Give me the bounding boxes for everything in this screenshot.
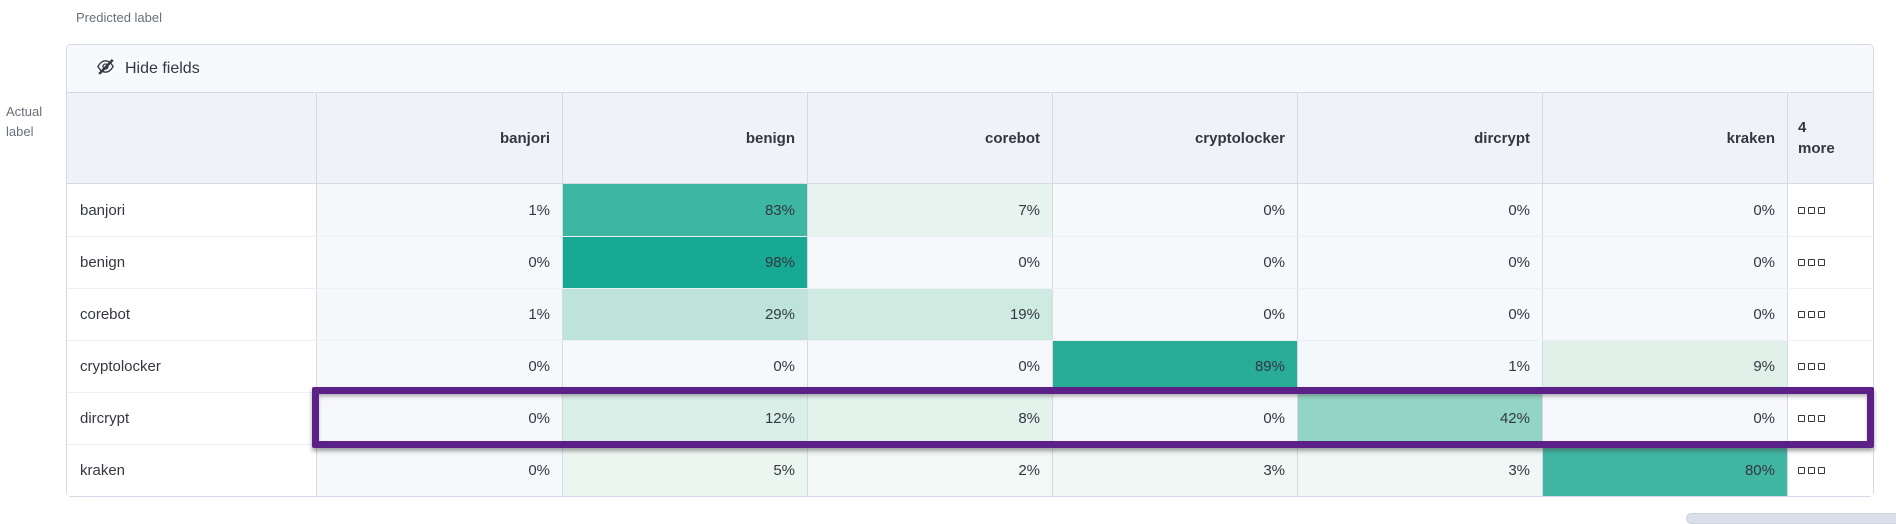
header-row: banjori benign corebot cryptolocker dircrypt…	[67, 93, 1873, 184]
cell-dircrypt-benign[interactable]: 12%	[563, 393, 808, 444]
cell-benign-benign[interactable]: 98%	[563, 237, 808, 288]
cell-cryptolocker-banjori[interactable]: 0%	[317, 341, 563, 392]
cell-dircrypt-banjori[interactable]: 0%	[317, 393, 563, 444]
confusion-matrix-panel: Hide fields banjori benign corebot cryptolo…	[66, 44, 1874, 497]
cell-kraken-dircrypt[interactable]: 3%	[1298, 445, 1543, 496]
boxes-horizontal-icon[interactable]	[1798, 415, 1825, 422]
row-label-banjori: banjori	[67, 184, 317, 236]
row-actions-benign[interactable]	[1788, 237, 1873, 288]
column-header-benign[interactable]: benign	[563, 93, 808, 183]
row-actions-dircrypt[interactable]	[1788, 393, 1873, 444]
horizontal-scrollbar[interactable]	[1686, 513, 1896, 524]
cell-kraken-banjori[interactable]: 0%	[317, 445, 563, 496]
row-label-corebot: corebot	[67, 289, 317, 340]
boxes-horizontal-icon[interactable]	[1798, 206, 1825, 214]
cell-banjori-dircrypt[interactable]: 0%	[1298, 184, 1543, 236]
corner-header-cell	[67, 93, 317, 183]
cell-banjori-corebot[interactable]: 7%	[808, 184, 1053, 236]
actual-label: Actual label	[6, 104, 43, 139]
cell-benign-cryptolocker[interactable]: 0%	[1053, 237, 1298, 288]
dot	[1818, 415, 1825, 422]
cell-dircrypt-cryptolocker[interactable]: 0%	[1053, 393, 1298, 444]
cell-corebot-dircrypt[interactable]: 0%	[1298, 289, 1543, 340]
cell-corebot-kraken[interactable]: 0%	[1543, 289, 1788, 340]
cell-banjori-benign[interactable]: 83%	[563, 184, 808, 236]
cell-corebot-banjori[interactable]: 1%	[317, 289, 563, 340]
dot	[1818, 467, 1825, 474]
table-row-cryptolocker: cryptolocker 0% 0% 0% 89% 1% 9%	[67, 340, 1873, 392]
dot	[1818, 206, 1825, 214]
dot	[1818, 311, 1825, 318]
cell-benign-kraken[interactable]: 0%	[1543, 237, 1788, 288]
column-header-kraken[interactable]: kraken	[1543, 93, 1788, 183]
dot	[1808, 206, 1815, 214]
row-label-dircrypt: dircrypt	[67, 393, 317, 444]
row-actions-cryptolocker[interactable]	[1788, 341, 1873, 392]
table-row-benign: benign 0% 98% 0% 0% 0% 0%	[67, 236, 1873, 288]
column-header-banjori[interactable]: banjori	[317, 93, 563, 183]
cell-dircrypt-kraken[interactable]: 0%	[1543, 393, 1788, 444]
dot	[1808, 311, 1815, 318]
cell-corebot-corebot[interactable]: 19%	[808, 289, 1053, 340]
cell-benign-corebot[interactable]: 0%	[808, 237, 1053, 288]
dot	[1798, 415, 1805, 422]
hide-fields-button[interactable]: Hide fields	[96, 57, 200, 81]
boxes-horizontal-icon[interactable]	[1798, 467, 1825, 474]
column-header-cryptolocker[interactable]: cryptolocker	[1053, 93, 1298, 183]
cell-dircrypt-corebot[interactable]: 8%	[808, 393, 1053, 444]
eye-closed-icon	[96, 57, 115, 81]
cell-banjori-banjori[interactable]: 1%	[317, 184, 563, 236]
dot	[1808, 415, 1815, 422]
cell-corebot-benign[interactable]: 29%	[563, 289, 808, 340]
cell-corebot-cryptolocker[interactable]: 0%	[1053, 289, 1298, 340]
cell-kraken-kraken[interactable]: 80%	[1543, 445, 1788, 496]
cell-cryptolocker-dircrypt[interactable]: 1%	[1298, 341, 1543, 392]
dot	[1798, 363, 1805, 370]
table-row-kraken: kraken 0% 5% 2% 3% 3% 80%	[67, 444, 1873, 496]
cell-kraken-corebot[interactable]: 2%	[808, 445, 1053, 496]
cell-dircrypt-dircrypt[interactable]: 42%	[1298, 393, 1543, 444]
dot	[1798, 467, 1805, 474]
cell-benign-banjori[interactable]: 0%	[317, 237, 563, 288]
row-actions-corebot[interactable]	[1788, 289, 1873, 340]
dot	[1798, 311, 1805, 318]
cell-banjori-kraken[interactable]: 0%	[1543, 184, 1788, 236]
predicted-label: Predicted label	[76, 10, 162, 25]
cell-cryptolocker-kraken[interactable]: 9%	[1543, 341, 1788, 392]
table-row-dircrypt: dircrypt 0% 12% 8% 0% 42% 0%	[67, 392, 1873, 444]
dot	[1818, 259, 1825, 266]
boxes-horizontal-icon[interactable]	[1798, 259, 1825, 266]
hide-fields-label: Hide fields	[125, 59, 200, 77]
cell-benign-dircrypt[interactable]: 0%	[1298, 237, 1543, 288]
row-label-cryptolocker: cryptolocker	[67, 341, 317, 392]
boxes-horizontal-icon[interactable]	[1798, 311, 1825, 318]
cell-cryptolocker-benign[interactable]: 0%	[563, 341, 808, 392]
dot	[1798, 259, 1805, 266]
row-actions-banjori[interactable]	[1788, 184, 1873, 236]
row-label-benign: benign	[67, 237, 317, 288]
row-label-kraken: kraken	[67, 445, 317, 496]
dot	[1818, 363, 1825, 370]
table-row-corebot: corebot 1% 29% 19% 0% 0% 0%	[67, 288, 1873, 340]
cell-kraken-benign[interactable]: 5%	[563, 445, 808, 496]
table-row-banjori: banjori 1% 83% 7% 0% 0% 0%	[67, 184, 1873, 236]
row-actions-kraken[interactable]	[1788, 445, 1873, 496]
dot	[1808, 363, 1815, 370]
cell-banjori-cryptolocker[interactable]: 0%	[1053, 184, 1298, 236]
dot	[1798, 206, 1805, 214]
cell-cryptolocker-corebot[interactable]: 0%	[808, 341, 1053, 392]
column-header-more[interactable]: 4 more	[1798, 119, 1835, 157]
dot	[1808, 467, 1815, 474]
column-header-corebot[interactable]: corebot	[808, 93, 1053, 183]
datagrid-toolbar: Hide fields	[67, 45, 1873, 93]
dot	[1808, 259, 1815, 266]
boxes-horizontal-icon[interactable]	[1798, 363, 1825, 370]
column-header-dircrypt[interactable]: dircrypt	[1298, 93, 1543, 183]
confusion-matrix-grid: banjori benign corebot cryptolocker dircrypt…	[67, 93, 1873, 496]
cell-kraken-cryptolocker[interactable]: 3%	[1053, 445, 1298, 496]
cell-cryptolocker-cryptolocker[interactable]: 89%	[1053, 341, 1298, 392]
